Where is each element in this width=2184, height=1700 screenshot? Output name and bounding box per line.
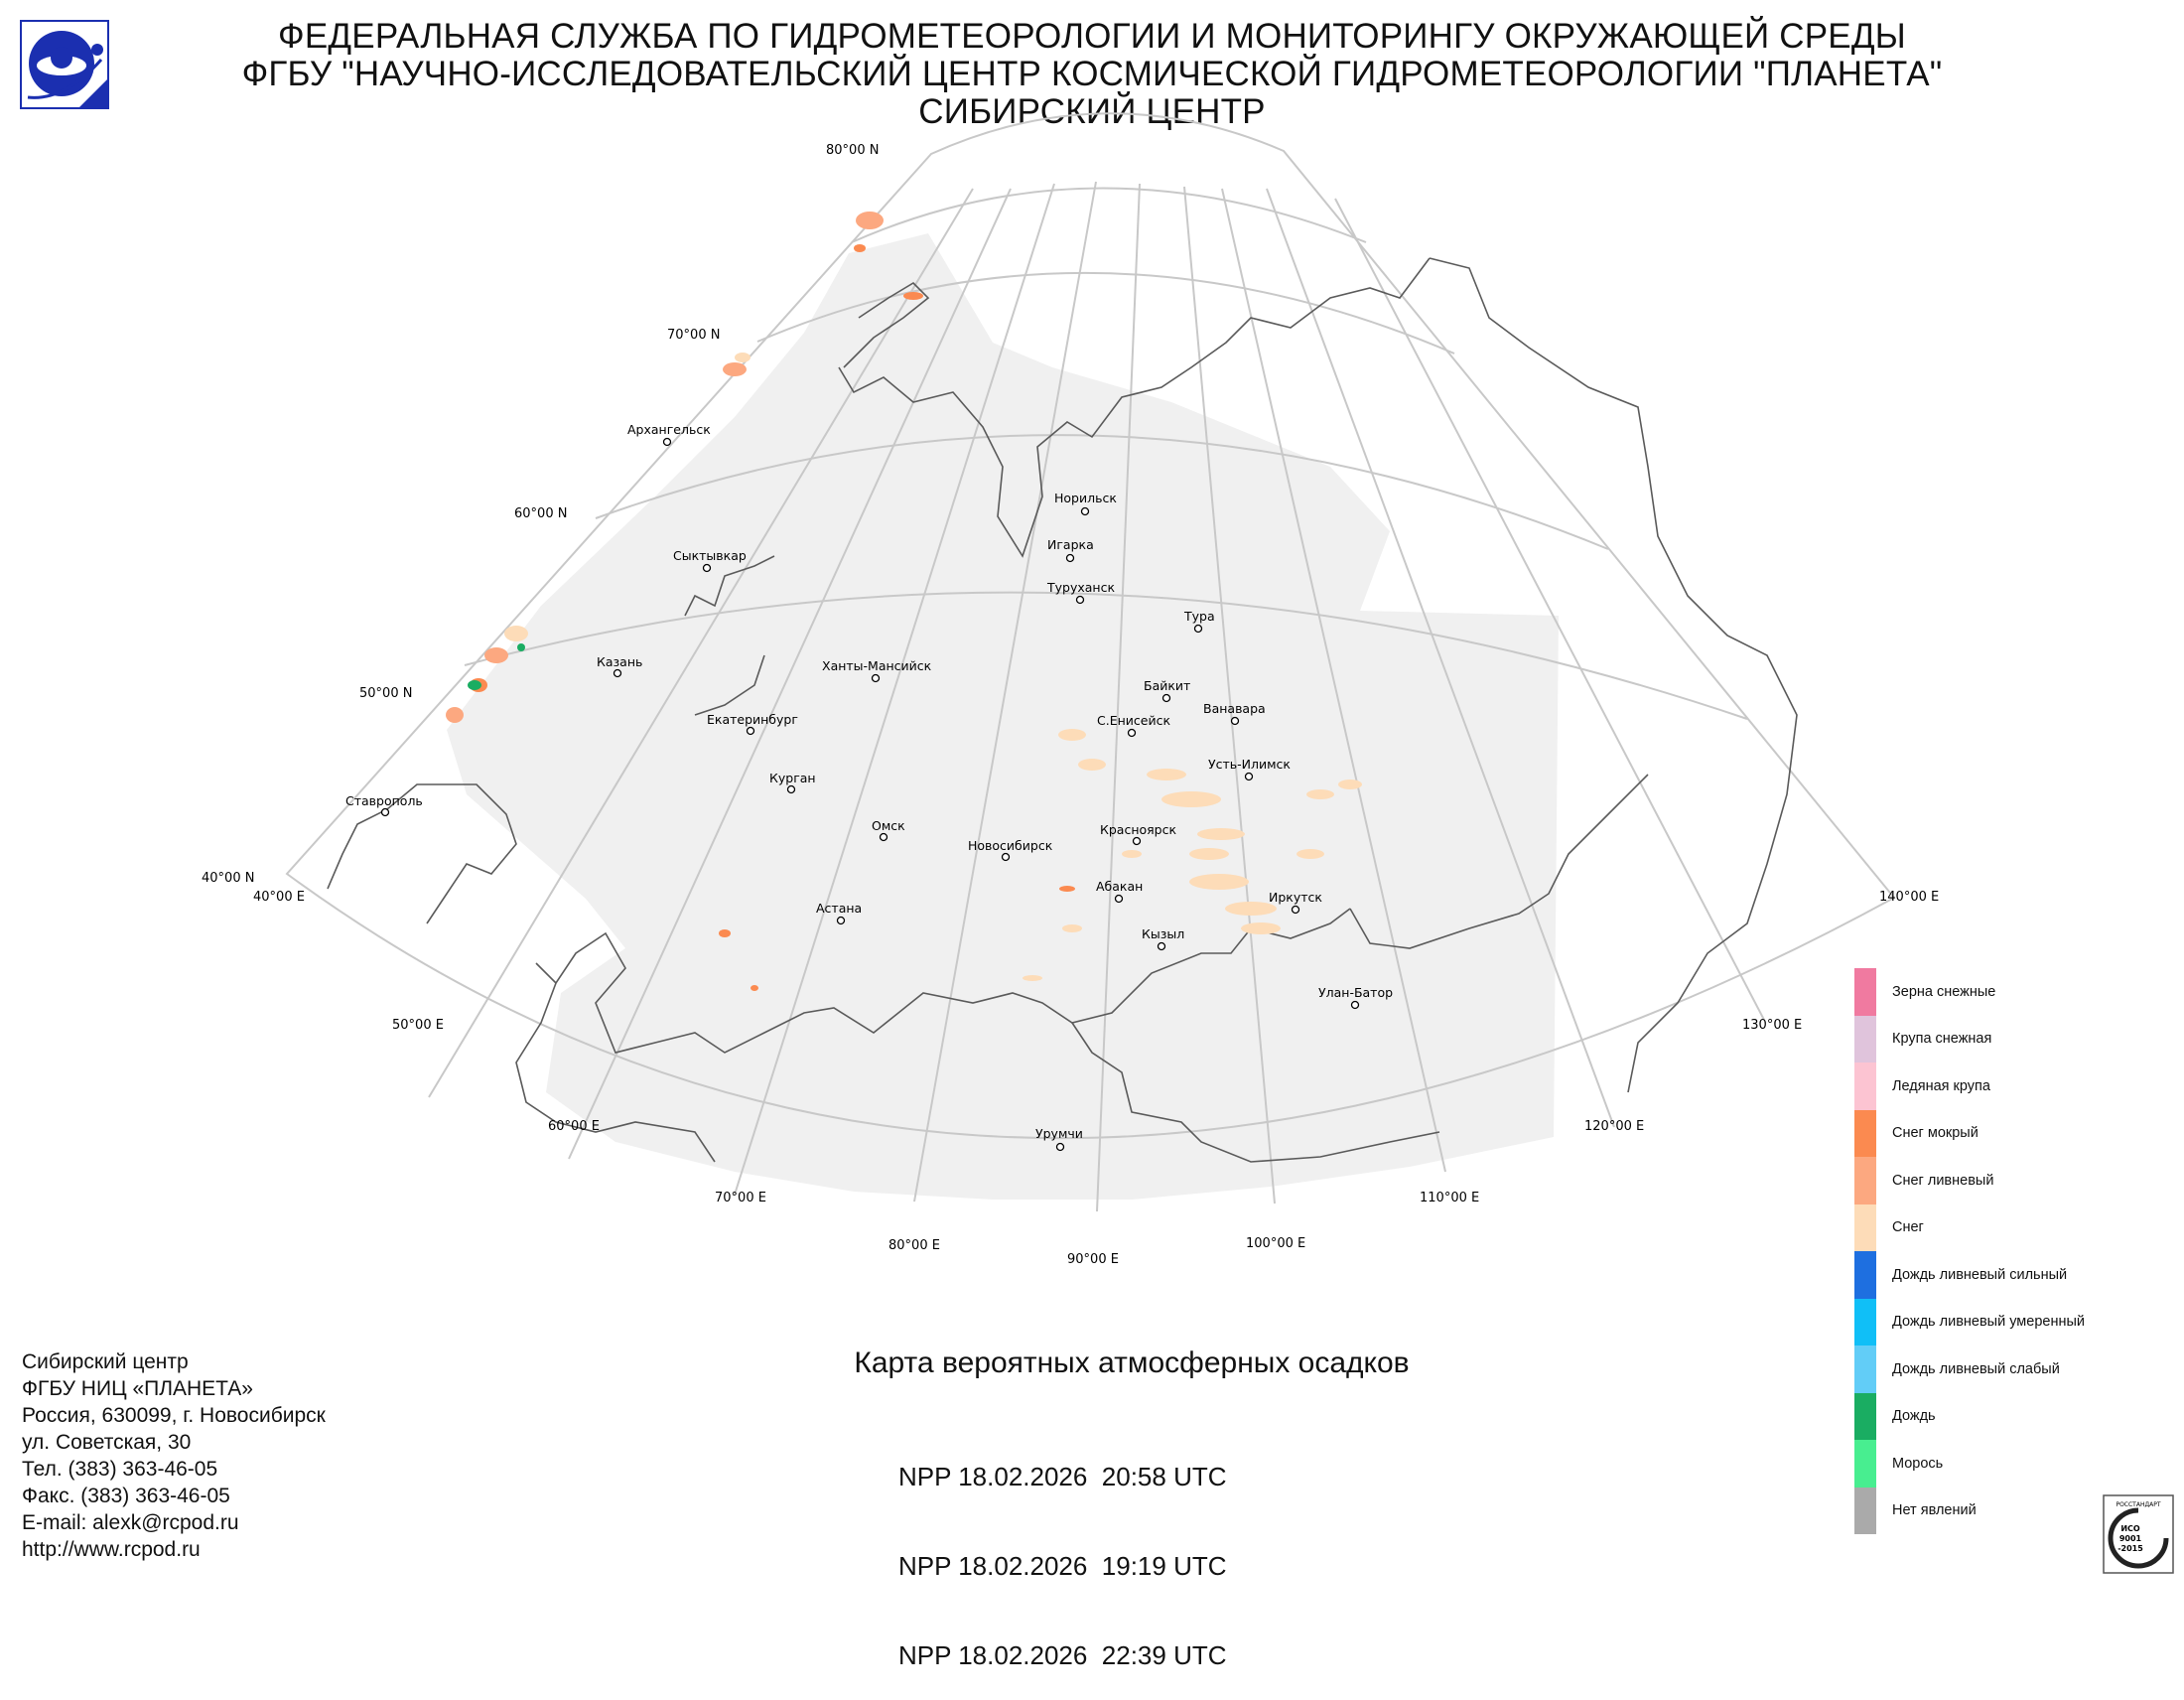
lon-label-60e: 60°00 E [548, 1119, 600, 1134]
city-omsk: Омск [872, 818, 905, 833]
borders [327, 257, 1798, 1163]
iso-line-1: ИСО [2120, 1524, 2140, 1533]
city-syktyvkar: Сыктывкар [673, 548, 747, 563]
satellite-passes: NPP 18.02.2026 20:58 UTC NPP 18.02.2026 … [898, 1402, 1227, 1700]
city-ekaterinburg: Екатеринбург [707, 712, 798, 727]
city-baykit: Байкит [1144, 678, 1190, 693]
city-norilsk: Норильск [1054, 491, 1117, 505]
satellite-coverage-area [447, 233, 1559, 1200]
legend-swatch [1854, 1109, 1876, 1157]
lat-label-60n: 60°00 N [514, 506, 567, 521]
lat-label-70n: 70°00 N [667, 328, 720, 343]
precipitation-map: 80°00 N 70°00 N 60°00 N 50°00 N 40°00 N … [202, 112, 1939, 1267]
contact-fax: Факс. (383) 363-46-05 [22, 1485, 230, 1507]
city-khanty-mansiysk: Ханты-Мансийск [822, 658, 932, 673]
city-ulan-bator: Улан-Батор [1318, 985, 1393, 1000]
city-astana: Астана [816, 901, 862, 916]
lat-label-40n: 40°00 N [202, 871, 254, 886]
contact-line: Сибирский центр [22, 1350, 189, 1373]
legend-label: Снег [1892, 1219, 1924, 1236]
contact-line: ФГБУ НИЦ «ПЛАНЕТА» [22, 1377, 253, 1400]
city-arkhangelsk: Архангельск [627, 422, 711, 437]
city-irkutsk: Иркутск [1269, 890, 1322, 905]
map-title: Карта вероятных атмосферных осадков [854, 1346, 1410, 1379]
planeta-logo-icon [20, 20, 109, 109]
city-s-eniseysk: С.Енисейск [1097, 713, 1170, 728]
city-igarka: Игарка [1047, 537, 1094, 552]
pass-line: NPP 18.02.2026 22:39 UTC [898, 1640, 1227, 1670]
contact-line: ул. Советская, 30 [22, 1431, 192, 1454]
city-kurgan: Курган [769, 771, 816, 785]
contact-website[interactable]: http://www.rcpod.ru [22, 1538, 201, 1561]
legend-label: Зерна снежные [1892, 983, 1996, 1000]
lat-label-50n: 50°00 N [359, 686, 412, 701]
city-turukhansk: Туруханск [1046, 580, 1115, 595]
iso-certification-icon: РОССТАНДАРТ ИСО 9001 -2015 [2103, 1494, 2174, 1574]
legend-swatch [1854, 1346, 1876, 1393]
city-kazan: Казань [597, 654, 642, 669]
city-vanavara: Ванавара [1203, 701, 1266, 716]
legend-swatch [1854, 1487, 1876, 1534]
city-krasnoyarsk: Красноярск [1100, 822, 1176, 837]
lon-label-90e: 90°00 E [1067, 1252, 1119, 1267]
city-markers [380, 437, 1360, 1152]
header-line-1: ФЕДЕРАЛЬНАЯ СЛУЖБА ПО ГИДРОМЕТЕОРОЛОГИИ … [278, 17, 1906, 56]
precipitation-patches [446, 212, 1362, 991]
legend-swatch [1854, 1157, 1876, 1204]
legend-label: Снег мокрый [1892, 1125, 1979, 1142]
lon-label-70e: 70°00 E [715, 1191, 766, 1205]
city-tura: Тура [1183, 609, 1215, 624]
page-header: ФЕДЕРАЛЬНАЯ СЛУЖБА ПО ГИДРОМЕТЕОРОЛОГИИ … [0, 18, 2184, 131]
longitude-lines [428, 181, 1765, 1212]
lon-label-50e: 50°00 E [392, 1018, 444, 1033]
legend-swatch [1854, 1251, 1876, 1299]
header-line-2: ФГБУ "НАУЧНО-ИССЛЕДОВАТЕЛЬСКИЙ ЦЕНТР КОС… [241, 55, 1943, 93]
legend-label: Дождь ливневый умеренный [1892, 1314, 2086, 1331]
legend-swatch [1854, 1062, 1876, 1110]
map-outline [285, 112, 1896, 1140]
city-ust-ilimsk: Усть-Илимск [1208, 757, 1291, 772]
contact-info: Сибирский центр ФГБУ НИЦ «ПЛАНЕТА» Росси… [22, 1348, 326, 1563]
lon-label-110e: 110°00 E [1420, 1191, 1479, 1205]
lon-label-40e: 40°00 E [253, 890, 305, 905]
legend-swatch [1854, 1392, 1876, 1440]
lon-label-100e: 100°00 E [1246, 1236, 1305, 1251]
legend-label: Ледяная крупа [1892, 1077, 1990, 1094]
contact-email[interactable]: E-mail: alexk@rcpod.ru [22, 1511, 239, 1534]
city-urumqi: Урумчи [1035, 1126, 1083, 1141]
lon-label-120e: 120°00 E [1584, 1119, 1644, 1134]
contact-line: Россия, 630099, г. Новосибирск [22, 1404, 326, 1427]
city-kyzyl: Кызыл [1142, 926, 1184, 941]
city-novosibirsk: Новосибирск [968, 838, 1053, 853]
iso-line-3: -2015 [2117, 1544, 2143, 1553]
legend-label: Дождь [1892, 1408, 1936, 1425]
lon-label-130e: 130°00 E [1742, 1018, 1802, 1033]
contact-phone: Тел. (383) 363-46-05 [22, 1458, 218, 1481]
city-abakan: Абакан [1096, 879, 1143, 894]
city-stavropol: Ставрополь [345, 793, 423, 808]
legend-swatch [1854, 1015, 1876, 1062]
iso-line-2: 9001 [2119, 1534, 2142, 1543]
legend-label: Морось [1892, 1455, 1944, 1472]
lat-label-80n: 80°00 N [826, 143, 879, 158]
legend-label: Снег ливневый [1892, 1172, 1994, 1189]
legend-label: Нет явлений [1892, 1502, 1977, 1519]
legend-swatch [1854, 1204, 1876, 1251]
legend-label: Крупа снежная [1892, 1031, 1992, 1048]
pass-line: NPP 18.02.2026 20:58 UTC [898, 1462, 1227, 1491]
legend-label: Дождь ливневый слабый [1892, 1360, 2060, 1377]
legend-swatch [1854, 968, 1876, 1016]
iso-arc-text: РОССТАНДАРТ [2116, 1501, 2160, 1508]
legend-swatch [1854, 1440, 1876, 1488]
legend-swatch [1854, 1298, 1876, 1346]
latitude-lines [464, 187, 1748, 720]
legend-label: Дождь ливневый сильный [1892, 1266, 2068, 1283]
pass-line: NPP 18.02.2026 19:19 UTC [898, 1551, 1227, 1581]
lon-label-80e: 80°00 E [888, 1238, 940, 1253]
lon-label-140e: 140°00 E [1879, 890, 1939, 905]
